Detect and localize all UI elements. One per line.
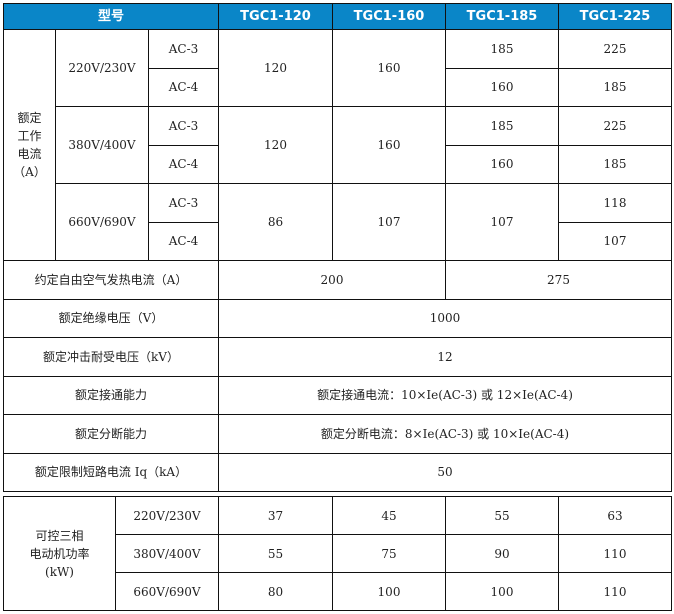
model-label: 型号 xyxy=(3,3,219,30)
table-row: AC-4 160 185 xyxy=(4,67,672,107)
voltage-cell: 220V/230V xyxy=(55,29,149,107)
value-cell: 100 xyxy=(332,572,446,611)
value-cell: 额定接通电流：10×Ie(AC-3) 或 12×Ie(AC-4) xyxy=(218,375,672,415)
value-cell: 185 xyxy=(445,106,559,146)
value-cell: 75 xyxy=(332,534,446,573)
model-header: TGC1-120 xyxy=(218,3,333,30)
value-cell: 50 xyxy=(218,452,672,492)
table-row: 额定绝缘电压（V） 1000 xyxy=(3,298,672,338)
value-cell: 120 xyxy=(218,29,333,107)
row-label: 额定冲击耐受电压（kV） xyxy=(3,337,219,377)
spec-table: 型号 TGC1-120 TGC1-160 TGC1-185 TGC1-225 额… xyxy=(3,3,672,492)
voltage-cell: 380V/400V xyxy=(55,106,149,184)
table-row: 约定自由空气发热电流（A） 200 275 xyxy=(3,260,672,300)
row-label: 额定绝缘电压（V） xyxy=(3,298,219,338)
table-row: 额定限制短路电流 Iq（kA） 50 xyxy=(3,452,672,492)
voltage-cell: 380V/400V xyxy=(115,534,219,573)
table-row: 380V/400V 55 75 90 110 xyxy=(4,534,672,573)
voltage-cell: 220V/230V xyxy=(115,496,219,535)
value-cell: 63 xyxy=(558,496,672,535)
value-cell: 200 xyxy=(218,260,446,300)
value-cell: 55 xyxy=(218,534,333,573)
value-cell: 225 xyxy=(558,106,672,146)
value-cell: 1000 xyxy=(218,298,672,338)
row-label: 约定自由空气发热电流（A） xyxy=(3,260,219,300)
value-cell: 275 xyxy=(445,260,672,300)
header-row: 型号 TGC1-120 TGC1-160 TGC1-185 TGC1-225 xyxy=(3,3,672,30)
table-row: 660V/690V 80 100 100 110 xyxy=(4,572,672,611)
category-cell: AC-4 xyxy=(148,144,219,184)
value-cell: 额定分断电流：8×Ie(AC-3) 或 10×Ie(AC-4) xyxy=(218,414,672,454)
table-row: 380V/400V AC-3 120 160 185 225 xyxy=(4,106,672,184)
rated-current-label: 额定 工作 电流 （A） xyxy=(3,29,56,261)
category-cell: AC-4 xyxy=(148,67,219,107)
value-cell: 86 xyxy=(218,183,333,261)
category-cell: AC-3 xyxy=(148,183,219,223)
value-cell: 160 xyxy=(445,67,559,107)
table-row: 额定 工作 电流 （A） 220V/230V AC-3 120 160 185 225 xyxy=(3,29,672,261)
value-cell: 160 xyxy=(445,144,559,184)
value-cell: 110 xyxy=(558,572,672,611)
value-cell: 107 xyxy=(445,183,559,261)
value-cell: 37 xyxy=(218,496,333,535)
value-cell: 107 xyxy=(332,183,446,261)
value-cell: 80 xyxy=(218,572,333,611)
table-row: AC-4 160 185 xyxy=(4,144,672,184)
value-cell: 185 xyxy=(445,29,559,69)
category-cell: AC-4 xyxy=(148,221,219,261)
value-cell: 107 xyxy=(558,221,672,261)
model-header: TGC1-225 xyxy=(558,3,672,30)
voltage-cell: 660V/690V xyxy=(55,183,149,261)
table-row: AC-4 107 xyxy=(4,221,672,261)
value-cell: 55 xyxy=(445,496,559,535)
category-cell: AC-3 xyxy=(148,29,219,69)
voltage-cell: 660V/690V xyxy=(115,572,219,611)
value-cell: 225 xyxy=(558,29,672,69)
value-cell: 185 xyxy=(558,144,672,184)
value-cell: 90 xyxy=(445,534,559,573)
motor-power-label: 可控三相 电动机功率 (kW) xyxy=(3,496,116,611)
value-cell: 12 xyxy=(218,337,672,377)
value-cell: 120 xyxy=(218,106,333,184)
value-cell: 160 xyxy=(332,29,446,107)
value-cell: 185 xyxy=(558,67,672,107)
value-cell: 110 xyxy=(558,534,672,573)
table-row: 660V/690V AC-3 86 107 107 118 xyxy=(4,183,672,261)
motor-power-table: 可控三相 电动机功率 (kW) 220V/230V 37 45 55 63 380V… xyxy=(3,496,672,611)
table-row: 可控三相 电动机功率 (kW) 220V/230V 37 45 55 63 xyxy=(3,496,672,611)
value-cell: 118 xyxy=(558,183,672,223)
row-label: 额定接通能力 xyxy=(3,375,219,415)
model-header: TGC1-185 xyxy=(445,3,559,30)
table-row: 额定接通能力 额定接通电流：10×Ie(AC-3) 或 12×Ie(AC-4) xyxy=(3,375,672,415)
value-cell: 45 xyxy=(332,496,446,535)
table-row: 额定分断能力 额定分断电流：8×Ie(AC-3) 或 10×Ie(AC-4) xyxy=(3,414,672,454)
table-row: 额定冲击耐受电压（kV） 12 xyxy=(3,337,672,377)
model-header: TGC1-160 xyxy=(332,3,446,30)
value-cell: 160 xyxy=(332,106,446,184)
row-label: 额定限制短路电流 Iq（kA） xyxy=(3,452,219,492)
category-cell: AC-3 xyxy=(148,106,219,146)
row-label: 额定分断能力 xyxy=(3,414,219,454)
value-cell: 100 xyxy=(445,572,559,611)
